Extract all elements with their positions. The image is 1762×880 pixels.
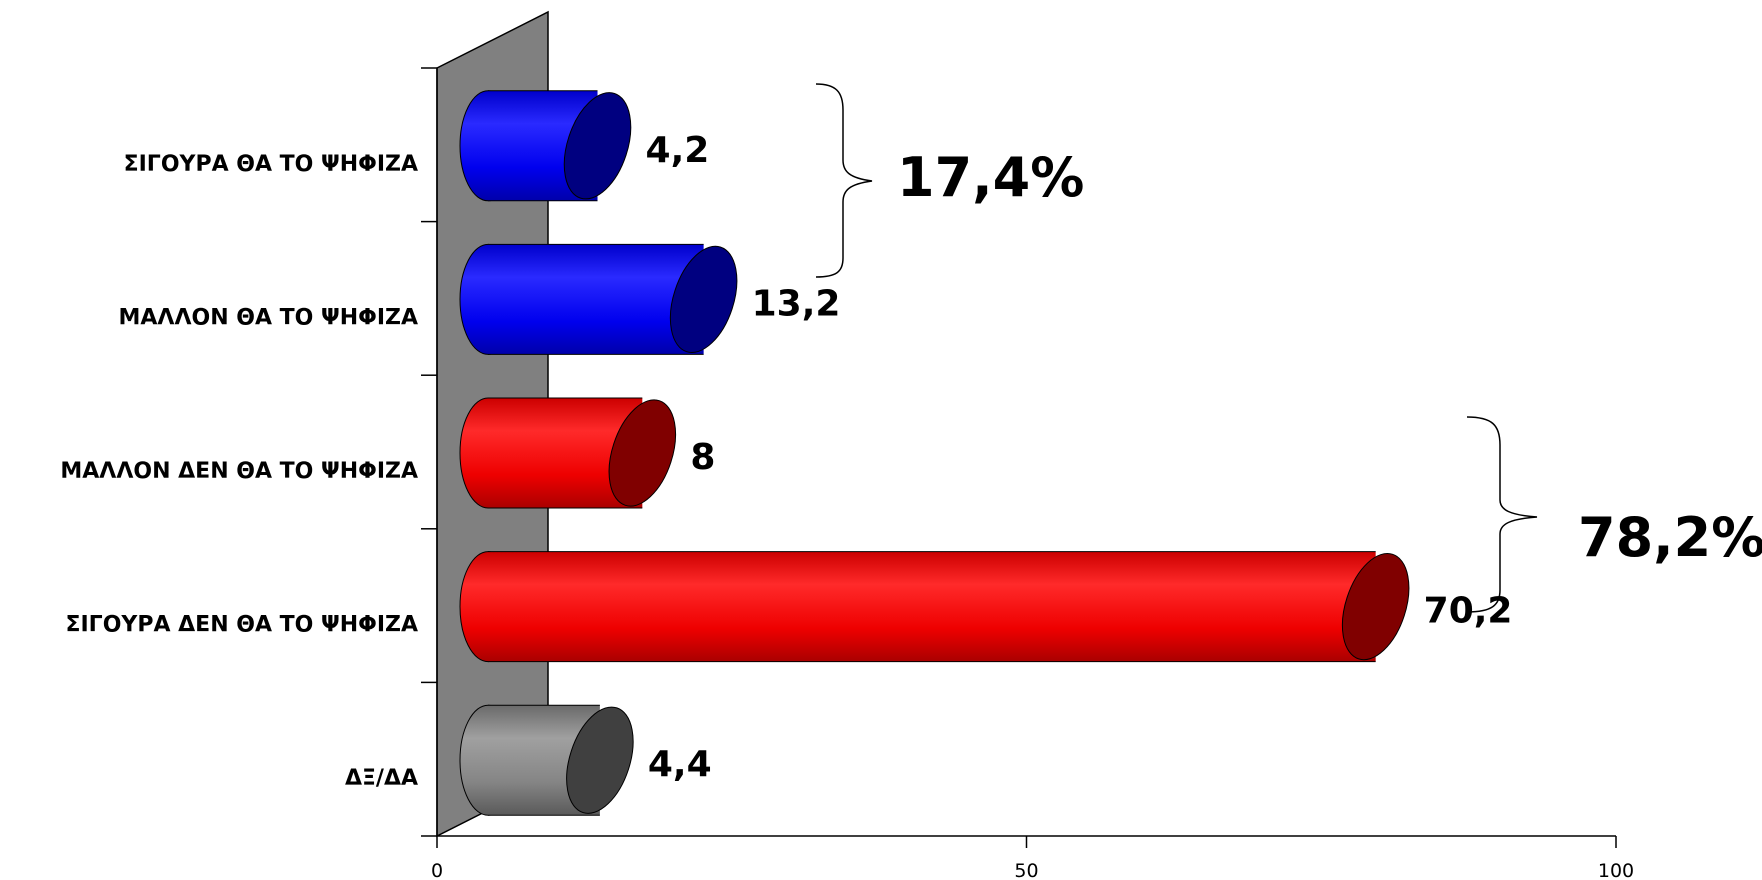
value-label: 70,2 bbox=[1424, 591, 1513, 632]
value-labels: 4,2 13,2 8 70,2 4,4 bbox=[646, 130, 1513, 785]
bar-body bbox=[488, 551, 1376, 662]
x-tick-label: 50 bbox=[1014, 860, 1038, 880]
group-bracket-top bbox=[815, 83, 873, 278]
group-bracket-bottom bbox=[1466, 416, 1538, 613]
bar-series bbox=[459, 90, 1410, 816]
value-label: 13,2 bbox=[752, 283, 841, 324]
category-label: ΜΑΛΛΟΝ ΘΑ ΤΟ ΨΗΦΙΖΑ bbox=[119, 305, 418, 330]
x-axis-ticks: 0 50 100 bbox=[431, 836, 1634, 880]
category-label: ΜΑΛΛΟΝ ΔΕΝ ΘΑ ΤΟ ΨΗΦΙΖΑ bbox=[60, 459, 418, 484]
bar bbox=[459, 704, 634, 816]
category-label: ΣΙΓΟΥΡΑ ΘΑ ΤΟ ΨΗΦΙΖΑ bbox=[124, 152, 418, 177]
x-tick-label: 0 bbox=[431, 860, 443, 880]
value-label: 8 bbox=[690, 437, 715, 478]
value-label: 4,2 bbox=[646, 130, 710, 171]
y-axis-ticks bbox=[421, 67, 437, 837]
category-label: ΣΙΓΟΥΡΑ ΔΕΝ ΘΑ ΤΟ ΨΗΦΙΖΑ bbox=[65, 613, 418, 638]
bar-front-cap bbox=[608, 399, 677, 507]
category-labels: ΣΙΓΟΥΡΑ ΘΑ ΤΟ ΨΗΦΙΖΑ ΜΑΛΛΟΝ ΘΑ ΤΟ ΨΗΦΙΖΑ Μ… bbox=[60, 152, 418, 791]
bar-front-cap bbox=[566, 706, 634, 814]
group-label-bottom: 78,2% bbox=[1578, 506, 1762, 569]
value-label: 4,4 bbox=[648, 744, 712, 785]
bar bbox=[459, 243, 738, 355]
x-tick-label: 100 bbox=[1598, 860, 1634, 880]
bar-front-cap bbox=[1341, 552, 1410, 661]
category-label: ΔΞ/ΔΑ bbox=[345, 766, 418, 791]
bar-body bbox=[488, 244, 704, 355]
bar bbox=[459, 397, 677, 509]
bar bbox=[459, 90, 632, 202]
bar-front-cap bbox=[563, 92, 632, 200]
bar bbox=[459, 551, 1410, 663]
group-label-top: 17,4% bbox=[897, 146, 1084, 209]
bar-front-cap bbox=[669, 245, 738, 354]
